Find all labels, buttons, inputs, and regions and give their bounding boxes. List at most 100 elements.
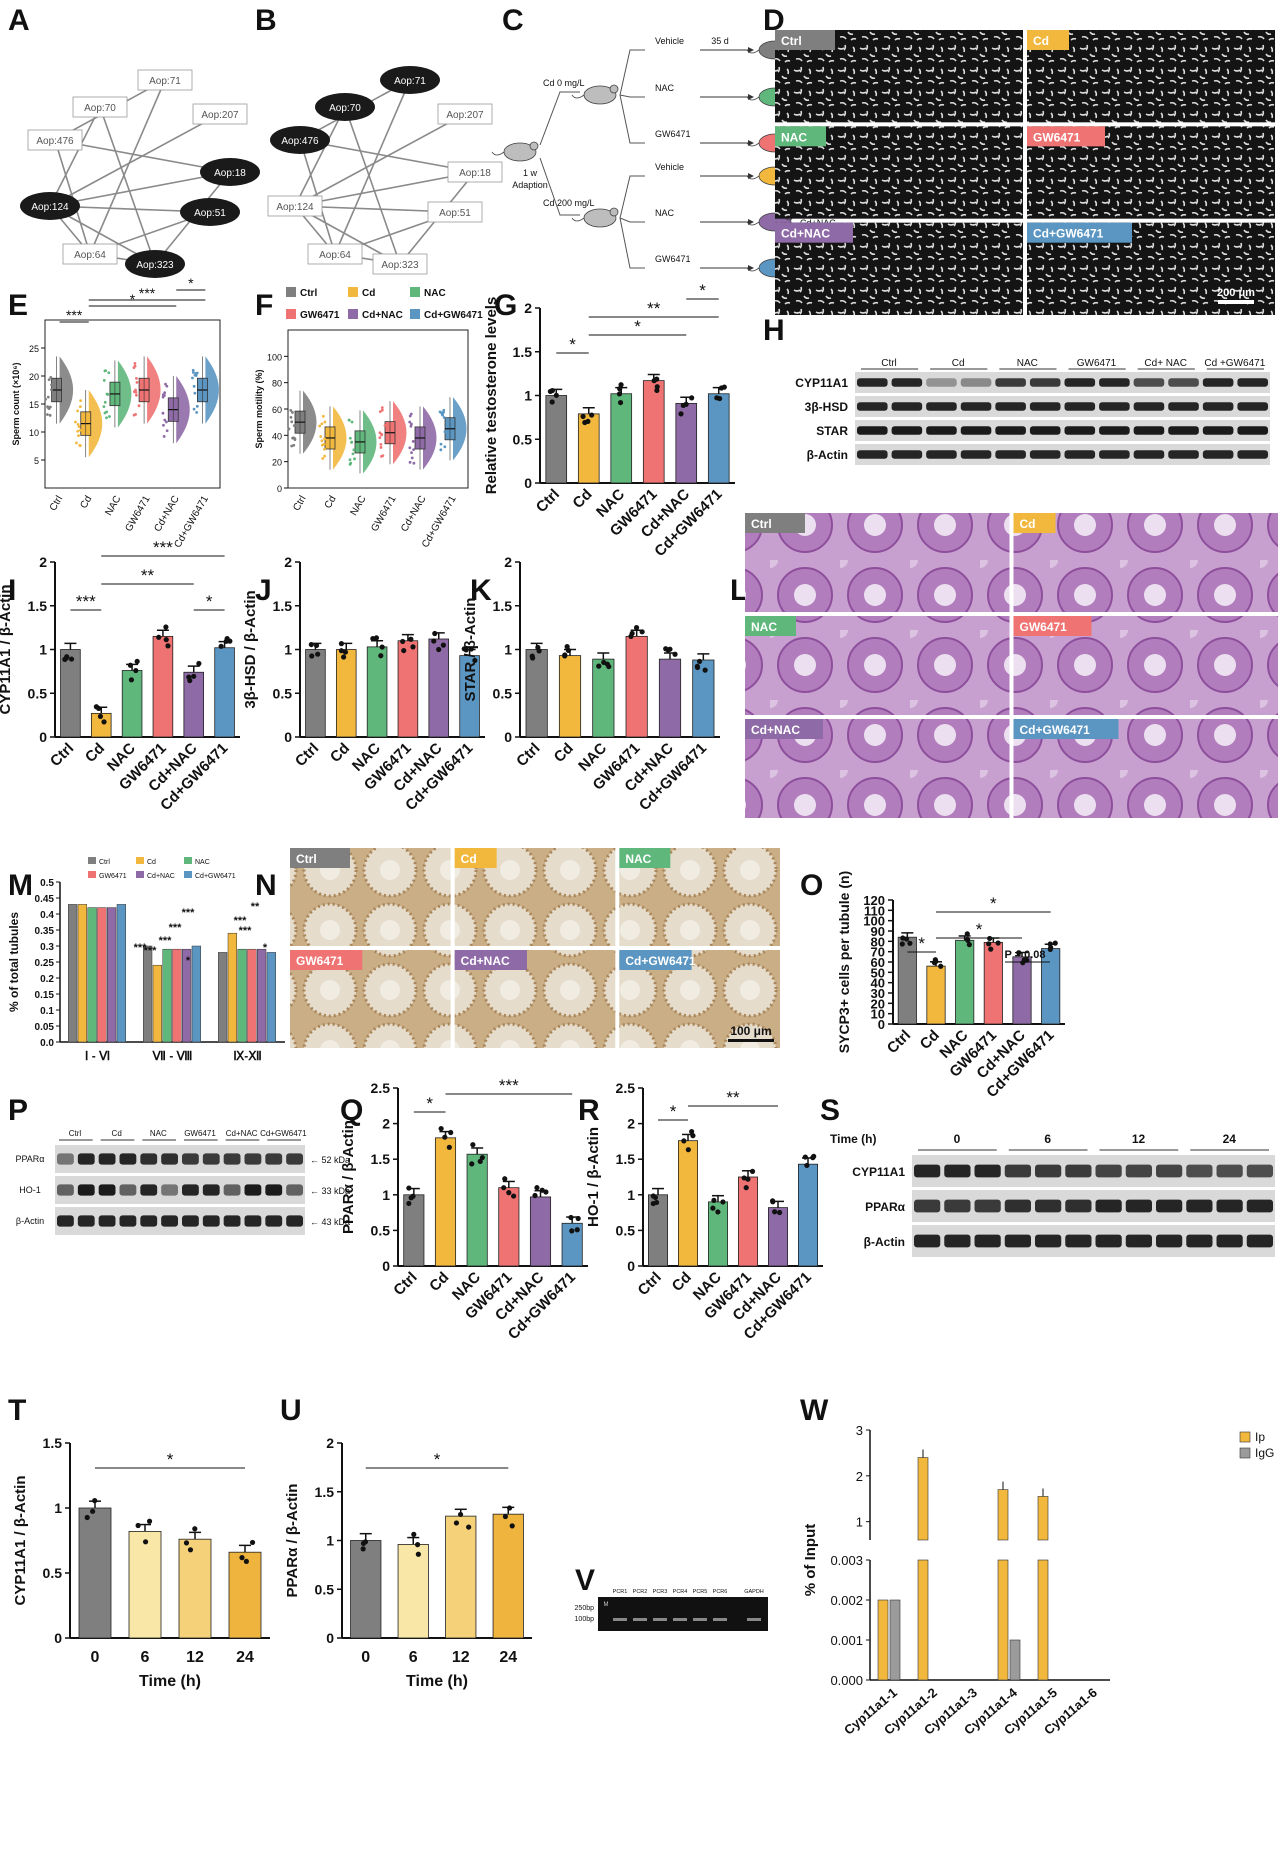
data-point [690, 1133, 696, 1139]
tile-label-bg [454, 950, 527, 970]
data-point [132, 366, 136, 370]
data-point [63, 655, 69, 661]
tile-label-bg [1013, 719, 1119, 739]
data-point [562, 652, 568, 658]
bar-0 [350, 1540, 382, 1639]
data-point [1047, 946, 1053, 953]
data-point [461, 646, 467, 652]
mouse-tail-icon [746, 96, 760, 101]
blot-band [1216, 1234, 1243, 1248]
data-point [191, 673, 197, 679]
blot-strip [55, 1145, 305, 1173]
blot-title: Time (h) [830, 1132, 876, 1146]
data-point [628, 633, 634, 639]
blot-band [1156, 1164, 1183, 1178]
data-point [440, 642, 447, 648]
data-point [400, 638, 406, 645]
blot-band [182, 1153, 199, 1165]
blot-band [1004, 1234, 1031, 1248]
legend-label: Ip [1255, 1430, 1265, 1444]
data-point [654, 387, 660, 394]
blot-group-label: GW6471 [184, 1129, 216, 1138]
data-point [165, 429, 169, 433]
blot-band [974, 1234, 1001, 1248]
violin-Ctrl [303, 390, 317, 454]
data-point [350, 440, 354, 444]
legend-label: Cd [362, 288, 375, 299]
blot-band [891, 450, 923, 459]
data-point [289, 408, 293, 412]
data-point [50, 388, 53, 392]
tile-label-bg [1013, 513, 1056, 533]
panel-H-western-blot: CYP11A1 3β-HSD STAR β-Actin Ctrl Cd NAC GW6471 C… [795, 358, 1270, 465]
legend-label: Cd+NAC [147, 873, 175, 880]
y-tick-label: 10 [29, 428, 39, 438]
c-arm [619, 175, 645, 219]
data-point [383, 424, 387, 427]
blot-time-label: 6 [1044, 1132, 1051, 1146]
blot-row-label: 3β-HSD [805, 400, 849, 414]
data-point [292, 443, 296, 447]
data-point [320, 439, 324, 443]
data-point [133, 667, 139, 674]
data-point [457, 1511, 464, 1518]
bar-Ip [917, 1559, 929, 1681]
tile-label: Cd [461, 852, 477, 866]
blot-band [57, 1184, 74, 1196]
y-axis-label: Sperm count (×10⁶) [11, 363, 21, 446]
panel-letter-R: R [578, 1094, 600, 1127]
blot-band [914, 1164, 941, 1178]
panel-letter-F: F [255, 289, 273, 322]
blot-band [1246, 1234, 1273, 1248]
y-axis-label: PPARα / β-Actin [340, 1120, 357, 1234]
panel-S-western-blot: Time (h) 0 6 12 24 CYP11A1 PPARα β-Actin [830, 1132, 1275, 1257]
data-point [406, 1200, 412, 1207]
data-point [530, 655, 536, 661]
sig-marker: * [918, 934, 925, 953]
bar-Cd+NAC [428, 638, 450, 738]
blot-band [1099, 378, 1130, 387]
bar-Ip [877, 1599, 889, 1681]
tile-label-bg [745, 513, 805, 533]
mouse-tail-icon [746, 142, 760, 147]
sig-marker: * [434, 1450, 441, 1469]
y-tick-label: 1.5 [273, 598, 293, 614]
chart-M: 0.0 0.05 0.1 0.15 0.2 0.25 0.3 0.35 0.4 0.45 0.5 % … [7, 857, 285, 1063]
bar-GW6471 [498, 1187, 520, 1267]
network-node-Aop:51 [427, 201, 483, 223]
blot-band [161, 1215, 178, 1227]
data-point [102, 379, 106, 382]
bar-Cd [558, 655, 582, 738]
data-point [378, 436, 382, 440]
x-tick-label: Ctrl [635, 1269, 665, 1299]
data-point [323, 420, 327, 424]
data-point [102, 405, 106, 408]
data-point [77, 425, 81, 429]
bar-NAC [87, 907, 97, 1043]
blot-band [944, 1199, 971, 1213]
x-tick-label: 24 [236, 1649, 254, 1666]
data-point [76, 423, 80, 426]
violin-NAC [117, 360, 132, 428]
sig-marker: ** [726, 1088, 740, 1107]
y-axis-label: Sperm motility (%) [254, 369, 264, 448]
data-point [574, 1227, 580, 1233]
data-point [127, 662, 134, 668]
y-tick-label: 1 [326, 1533, 334, 1549]
data-point [191, 376, 194, 380]
blot-band [1168, 450, 1199, 459]
tile-label-bg [619, 848, 671, 868]
data-point [47, 378, 51, 382]
data-point [380, 454, 383, 458]
data-point [101, 719, 107, 725]
gel-band [693, 1618, 707, 1621]
violin-GW6471 [393, 401, 407, 465]
blot-band [1202, 378, 1234, 387]
mouse-tail-icon [746, 49, 760, 54]
sig-marker: * [670, 1102, 677, 1121]
blot-band [140, 1184, 158, 1196]
data-point [378, 431, 382, 435]
panel-letter-G: G [494, 289, 517, 322]
